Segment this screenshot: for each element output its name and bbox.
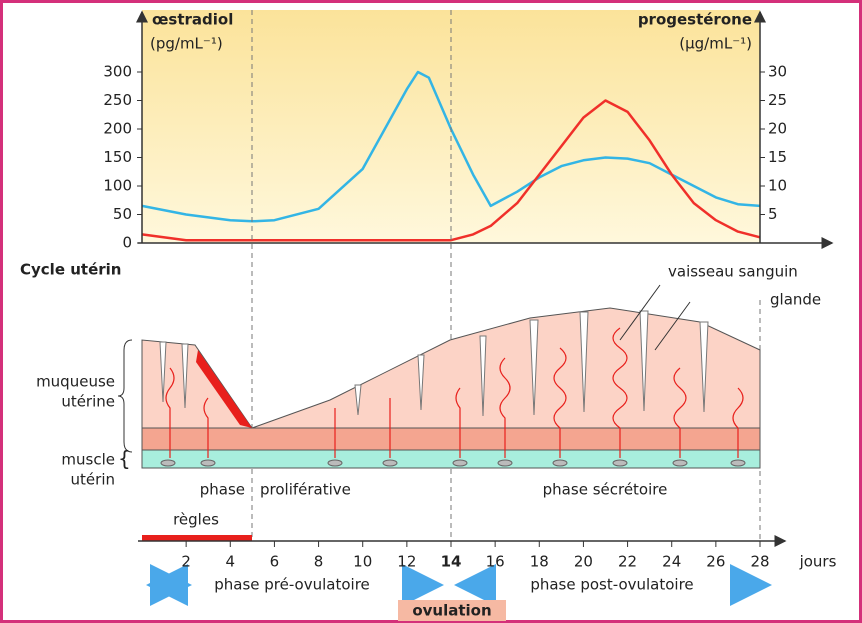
basal-layer bbox=[141, 427, 761, 451]
y-tick-label: 0 bbox=[122, 234, 132, 252]
label: phase post-ovulatoire bbox=[530, 576, 693, 594]
muscle bbox=[141, 449, 761, 469]
label: règles bbox=[173, 511, 219, 529]
y-tick-label: 300 bbox=[103, 63, 132, 81]
label: muscle bbox=[61, 451, 115, 469]
series-label: œstradiol bbox=[152, 11, 233, 29]
x-tick-label: 26 bbox=[706, 553, 725, 571]
section-title: Cycle utérin bbox=[20, 261, 121, 279]
label: muqueuse bbox=[36, 373, 115, 391]
series-line bbox=[141, 99, 761, 242]
label: ovulation bbox=[412, 602, 491, 620]
menses-bar bbox=[142, 535, 252, 541]
y2-tick-label: 15 bbox=[768, 148, 787, 166]
x-tick-label: 2 bbox=[181, 553, 191, 571]
leader bbox=[619, 284, 691, 351]
y-tick-label: 200 bbox=[103, 120, 132, 138]
ovulation-box bbox=[398, 600, 506, 621]
x-tick-label: 16 bbox=[486, 553, 505, 571]
muscle-cells bbox=[160, 459, 746, 467]
series-line bbox=[141, 70, 761, 223]
y-tick-label: 250 bbox=[103, 91, 132, 109]
x-tick-label: 8 bbox=[314, 553, 324, 571]
label: glande bbox=[770, 291, 821, 309]
unit-label: (pg/mL⁻¹) bbox=[150, 35, 223, 53]
label: phase pré-ovulatoire bbox=[214, 576, 370, 594]
y-tick-label: 50 bbox=[113, 205, 132, 223]
label: utérine bbox=[61, 393, 115, 411]
x-tick-label: 22 bbox=[618, 553, 637, 571]
vessels bbox=[165, 327, 744, 458]
x-tick-label: 28 bbox=[750, 553, 769, 571]
x-tick-label: 14 bbox=[441, 553, 462, 571]
x-tick-label: 6 bbox=[270, 553, 280, 571]
brace: { bbox=[118, 447, 131, 471]
y2-tick-label: 25 bbox=[768, 91, 787, 109]
x-tick-label: 20 bbox=[574, 553, 593, 571]
series-label: progestérone bbox=[638, 11, 752, 29]
glands bbox=[159, 310, 709, 417]
y-tick-label: 100 bbox=[103, 177, 132, 195]
x-tick-label: 10 bbox=[353, 553, 372, 571]
label: phase bbox=[200, 481, 245, 499]
y2-tick-label: 5 bbox=[768, 205, 778, 223]
label: utérin bbox=[71, 471, 115, 489]
y-tick-label: 150 bbox=[103, 148, 132, 166]
label: phase sécrétoire bbox=[543, 481, 668, 499]
unit-label: (µg/mL⁻¹) bbox=[679, 35, 752, 53]
label: vaisseau sanguin bbox=[668, 263, 798, 281]
x-tick-label: 12 bbox=[397, 553, 416, 571]
x-axis-label: jours bbox=[799, 553, 837, 571]
label: proliférative bbox=[260, 481, 351, 499]
brace bbox=[117, 339, 133, 453]
x-tick-label: 24 bbox=[662, 553, 681, 571]
x-tick-label: 4 bbox=[226, 553, 236, 571]
x-tick-label: 18 bbox=[530, 553, 549, 571]
y2-tick-label: 30 bbox=[768, 63, 787, 81]
y2-tick-label: 10 bbox=[768, 177, 787, 195]
y2-tick-label: 20 bbox=[768, 120, 787, 138]
shedding bbox=[196, 350, 252, 428]
